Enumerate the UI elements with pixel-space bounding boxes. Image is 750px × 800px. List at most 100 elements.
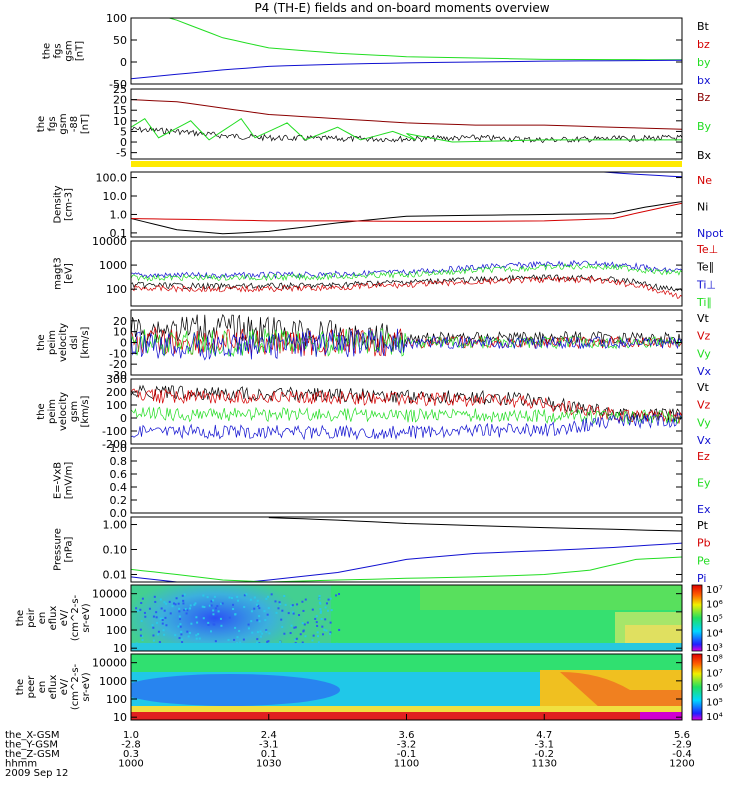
y-tick-label: 10: [113, 711, 127, 724]
x-axis-value: 1000: [118, 759, 143, 770]
panel-1: 100 50 0 -50 the fgs gsm [nT] Bt bz by bx: [42, 12, 711, 91]
y-axis-label: velocity: [58, 323, 69, 362]
y-tick-label: 5: [120, 125, 127, 138]
legend-entry: Ti⊥: [696, 278, 716, 291]
series-line-blue: [131, 59, 682, 80]
y-axis-label: [mV/m]: [64, 462, 75, 500]
spectrogram-cell: [212, 609, 215, 612]
spectrogram-cell: [306, 621, 309, 624]
y-axis-label: the: [36, 403, 47, 419]
legend-entry: Ez: [697, 450, 710, 463]
spectrogram-cell: [212, 623, 215, 626]
colorbar-tick-label: 10⁶: [706, 600, 723, 611]
y-axis-label: (cm^2-s-: [70, 663, 81, 710]
series-line-green: [167, 18, 682, 61]
spectrogram-cell: [258, 607, 261, 610]
x-axis-value: 1200: [669, 759, 694, 770]
spectrogram-cell: [256, 638, 259, 641]
spectrogram-cell: [321, 633, 324, 636]
spectrogram-cell: [175, 597, 178, 600]
spectrogram-cell: [326, 609, 329, 612]
spectrogram-cell: [293, 626, 296, 629]
legend-entry: Vz: [697, 330, 711, 343]
spectrogram-cell: [220, 624, 223, 627]
panel-frame: [130, 447, 683, 514]
spectrogram-cell: [139, 634, 142, 637]
series-line-blue: [131, 328, 682, 361]
spectrogram-cell: [236, 636, 239, 639]
spectrogram-cell: [318, 601, 321, 604]
series-line-black: [131, 274, 682, 292]
y-tick-label: 25: [113, 83, 127, 96]
y-tick-label: 300: [106, 373, 127, 386]
spectrogram-cell: [290, 624, 293, 627]
y-tick-label: 20: [113, 315, 127, 328]
series-line-blue: [131, 413, 682, 441]
spectrogram-cell: [181, 641, 184, 644]
spectrogram-cell: [172, 602, 175, 605]
spectrogram-cell: [292, 612, 295, 615]
spectrogram-cell: [207, 621, 210, 624]
y-tick-label: 0.6: [110, 468, 128, 481]
spectrogram-cell: [267, 640, 270, 643]
series-line-red: [131, 275, 682, 299]
spectrogram-cell: [267, 607, 270, 610]
spectrogram-cell: [329, 632, 332, 635]
spectrogram-cell: [249, 598, 252, 601]
spectrogram-cell: [220, 602, 223, 605]
spectrogram-cell: [198, 637, 201, 640]
spectrogram-cell: [316, 624, 319, 627]
spectrogram-cell: [155, 616, 158, 619]
spectrogram-cell: [152, 626, 155, 629]
spectrogram-cell: [303, 623, 306, 626]
spectrogram-cell: [209, 630, 212, 633]
spectrogram-cell: [214, 607, 217, 610]
x-axis-value: 1100: [394, 759, 419, 770]
y-axis-label: [km/s]: [80, 395, 91, 427]
spectrogram-cell: [219, 617, 222, 620]
spectrogram-cell: [193, 603, 196, 606]
spectrogram-band: [131, 706, 682, 712]
spectrogram-cell: [265, 630, 268, 633]
spectrogram-cell: [178, 610, 181, 613]
spectrogram-cell: [294, 626, 297, 629]
series-line-black: [131, 201, 682, 235]
spectrogram-cell: [259, 635, 262, 638]
spectrogram-cell: [177, 625, 180, 628]
y-tick-label: 100: [106, 283, 127, 296]
spectrogram-low-flux-region: [131, 674, 340, 706]
spectrogram-cell: [163, 633, 166, 636]
y-axis-label: eflux: [48, 675, 59, 700]
y-axis-label: [km/s]: [80, 326, 91, 358]
spectrogram-cell: [330, 609, 333, 612]
series-line-red: [131, 388, 682, 424]
colorbar-tick-label: 10⁷: [706, 669, 723, 680]
panel-9: 10³ 10⁴ 10⁵ 10⁶ 10⁷ 10000 1000 100 10 the peir en ef…: [15, 584, 723, 655]
spectrogram-cell: [212, 599, 215, 602]
spectrogram-cell: [178, 636, 181, 639]
spectrogram-cell: [169, 612, 172, 615]
legend-entry: Pb: [697, 537, 711, 550]
colorbar-tick-label: 10⁵: [706, 698, 723, 709]
y-tick-label: -10: [109, 347, 127, 360]
spectrogram-cell: [230, 597, 233, 600]
spectrogram-cell: [243, 605, 246, 608]
spectrogram-cell: [261, 632, 264, 635]
series-line-blue: [603, 172, 682, 180]
spectrogram-cell: [162, 629, 165, 632]
y-axis-label: peer: [26, 675, 37, 699]
x-axis-row-label: hhmm: [5, 759, 37, 770]
spectrogram-cell: [206, 596, 209, 599]
y-tick-label: 0: [120, 136, 127, 149]
spectrogram-cell: [161, 618, 164, 621]
spectrogram-cell: [163, 601, 166, 604]
panel-frame: [130, 171, 683, 238]
legend-entry: Vy: [697, 416, 711, 429]
spectrogram-cell: [195, 616, 198, 619]
spectrogram-cell: [161, 617, 164, 620]
y-axis-label: peim: [47, 330, 58, 355]
spectrogram-cell: [164, 616, 167, 619]
y-axis-label: sr-eV): [81, 603, 92, 632]
